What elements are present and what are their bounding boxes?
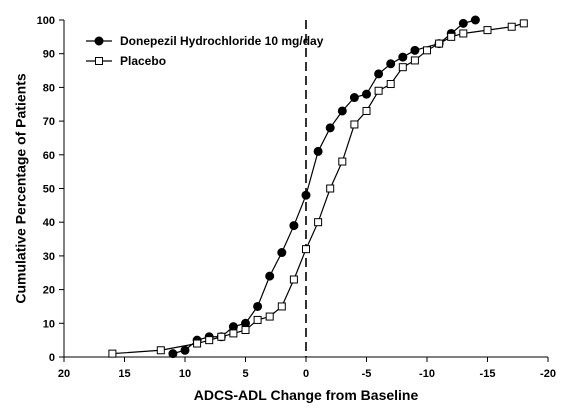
x-tick-label: 0 bbox=[303, 368, 309, 380]
series-placebo bbox=[108, 19, 528, 358]
x-axis-title: ADCS-ADL Change from Baseline bbox=[194, 387, 419, 403]
data-point bbox=[314, 218, 323, 227]
data-point bbox=[325, 123, 335, 133]
data-point bbox=[217, 332, 226, 341]
data-point bbox=[241, 326, 250, 335]
data-point bbox=[156, 346, 165, 355]
data-point bbox=[350, 120, 359, 129]
y-tick-label: 60 bbox=[43, 150, 55, 162]
y-tick-label: 0 bbox=[49, 352, 55, 364]
series-line bbox=[112, 22, 524, 355]
x-tick-label: 10 bbox=[179, 368, 191, 380]
data-point bbox=[277, 248, 287, 258]
data-point bbox=[338, 157, 347, 166]
data-point bbox=[277, 302, 286, 311]
data-point bbox=[289, 221, 299, 231]
x-tick-label: 15 bbox=[118, 368, 130, 380]
x-tick-label: -20 bbox=[540, 368, 556, 380]
data-point bbox=[458, 18, 468, 28]
data-point bbox=[374, 86, 383, 95]
data-point bbox=[193, 339, 202, 348]
data-point bbox=[386, 80, 395, 89]
data-point bbox=[362, 106, 371, 115]
y-tick-label: 100 bbox=[37, 15, 55, 27]
data-point bbox=[229, 329, 238, 338]
y-tick-label: 20 bbox=[43, 285, 55, 297]
data-point bbox=[302, 245, 310, 254]
y-tick-label: 90 bbox=[43, 49, 55, 61]
data-point bbox=[423, 46, 431, 55]
x-tick-label: -5 bbox=[362, 368, 372, 380]
data-point bbox=[301, 190, 311, 200]
data-point bbox=[168, 349, 178, 359]
data-point bbox=[362, 89, 371, 99]
x-tick-label: -15 bbox=[480, 368, 496, 380]
y-tick-label: 80 bbox=[43, 82, 55, 94]
data-point bbox=[398, 52, 408, 62]
data-point bbox=[483, 26, 492, 35]
data-point bbox=[253, 301, 263, 311]
legend-label: Placebo bbox=[120, 54, 166, 68]
data-point bbox=[349, 93, 359, 103]
x-tick-label: 20 bbox=[58, 368, 70, 380]
x-tick-label: -10 bbox=[419, 368, 435, 380]
legend-marker bbox=[95, 57, 103, 65]
legend-marker bbox=[94, 36, 104, 46]
data-point bbox=[410, 56, 419, 65]
data-point bbox=[470, 15, 480, 25]
data-point bbox=[374, 69, 384, 79]
data-point bbox=[386, 59, 396, 69]
y-tick-label: 10 bbox=[43, 318, 55, 330]
data-point bbox=[410, 45, 420, 55]
data-point bbox=[507, 22, 516, 31]
data-point bbox=[459, 29, 468, 38]
data-point bbox=[447, 32, 456, 41]
data-point bbox=[180, 345, 190, 355]
y-tick-label: 30 bbox=[43, 251, 55, 263]
data-point bbox=[205, 336, 214, 345]
data-point bbox=[253, 315, 262, 324]
data-point bbox=[265, 312, 274, 321]
y-axis-title: Cumulative Percentage of Patients bbox=[13, 73, 29, 304]
series-line bbox=[172, 19, 476, 355]
data-point bbox=[435, 39, 444, 48]
y-tick-label: 70 bbox=[43, 116, 55, 128]
y-tick-label: 40 bbox=[43, 217, 55, 229]
data-point bbox=[289, 275, 298, 284]
data-point bbox=[265, 271, 275, 281]
data-point bbox=[337, 106, 347, 116]
data-point bbox=[398, 63, 407, 72]
legend-label: Donepezil Hydrochloride 10 mg/day bbox=[120, 34, 324, 48]
x-tick-label: 5 bbox=[242, 368, 248, 380]
series-donepezil bbox=[168, 15, 480, 359]
legend: Donepezil Hydrochloride 10 mg/day Placebo bbox=[86, 34, 324, 68]
data-point bbox=[519, 19, 528, 28]
series-group bbox=[108, 15, 528, 359]
y-tick-label: 50 bbox=[43, 184, 55, 196]
data-point bbox=[313, 146, 323, 156]
data-point bbox=[326, 184, 335, 193]
data-point bbox=[108, 349, 117, 358]
